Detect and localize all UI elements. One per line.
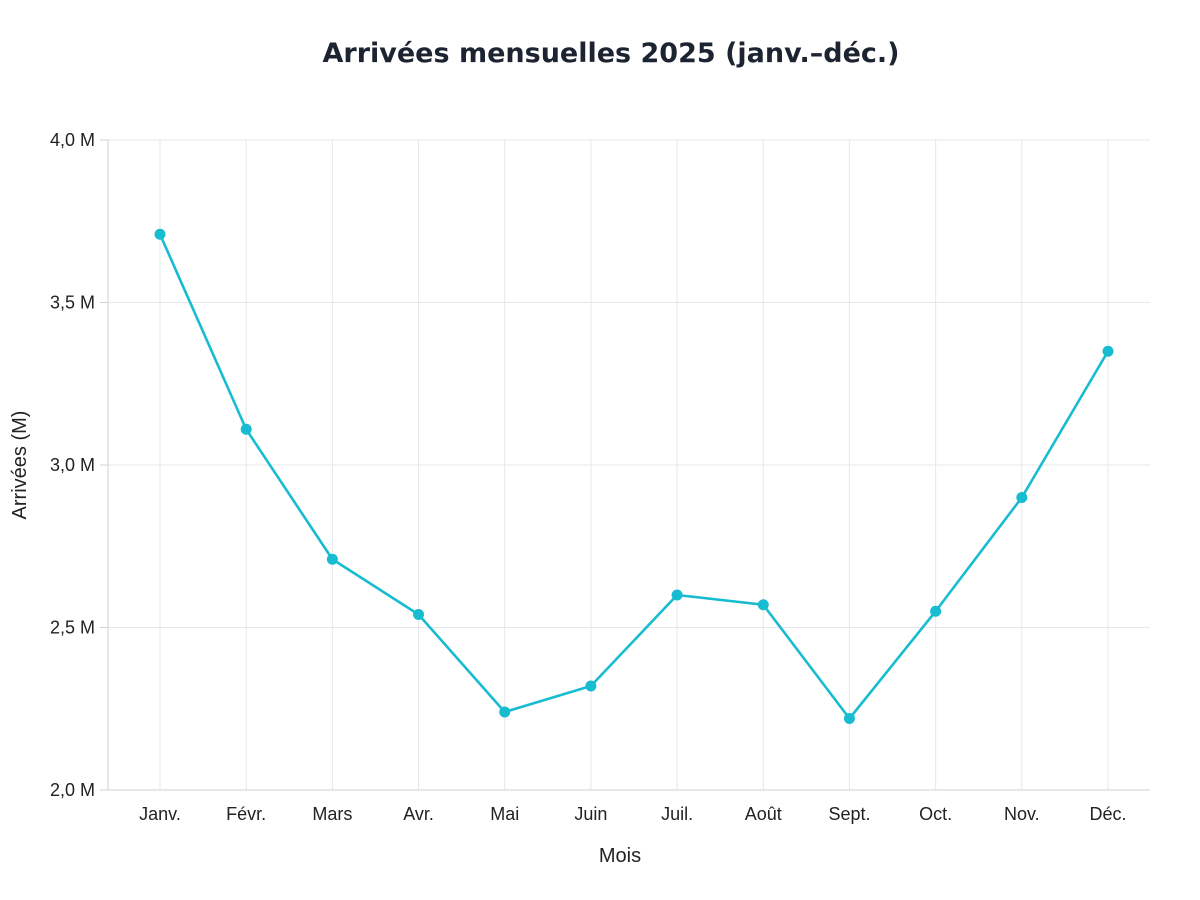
axes xyxy=(100,139,1150,791)
x-tick-label: Janv. xyxy=(139,804,181,824)
x-tick-label: Févr. xyxy=(226,804,266,824)
x-tick-label: Sept. xyxy=(828,804,870,824)
x-tick-label: Juil. xyxy=(661,804,693,824)
y-tick-label: 2,5 M xyxy=(50,618,95,638)
x-tick-label: Oct. xyxy=(919,804,952,824)
chart-title: Arrivées mensuelles 2025 (janv.–déc.) xyxy=(322,38,899,69)
x-tick-label: Déc. xyxy=(1089,804,1126,824)
y-axis-label: Arrivées (M) xyxy=(9,411,31,520)
y-tick-labels: 2,0 M 2,5 M 3,0 M 3,5 M 4,0 M xyxy=(50,130,95,800)
data-point xyxy=(930,605,942,617)
data-point xyxy=(326,553,338,565)
x-tick-label: Nov. xyxy=(1004,804,1040,824)
x-tick-label: Août xyxy=(745,804,782,824)
x-tick-label: Avr. xyxy=(403,804,434,824)
x-axis-label: Mois xyxy=(599,845,641,867)
data-point xyxy=(413,609,425,620)
grid xyxy=(108,139,1150,790)
data-point xyxy=(843,713,855,724)
x-tick-label: Mai xyxy=(490,804,519,824)
data-point xyxy=(1102,345,1114,357)
x-tick-label: Mars xyxy=(312,804,352,824)
data-point xyxy=(240,423,252,435)
data-point xyxy=(154,228,166,240)
x-tick-label: Juin xyxy=(574,804,607,824)
data-point xyxy=(499,706,511,718)
x-tick-labels: Janv. Févr. Mars Avr. Mai Juin Juil. Août Sept. O… xyxy=(139,804,1126,824)
y-tick-label: 3,5 M xyxy=(50,293,95,313)
data-point xyxy=(671,589,683,601)
series xyxy=(154,228,1114,724)
data-point xyxy=(585,680,597,692)
data-point xyxy=(757,599,769,611)
y-tick-label: 2,0 M xyxy=(50,780,95,800)
data-point xyxy=(1016,492,1028,503)
y-tick-label: 4,0 M xyxy=(50,130,95,150)
series-line xyxy=(158,232,1110,720)
y-tick-label: 3,0 M xyxy=(50,455,95,475)
